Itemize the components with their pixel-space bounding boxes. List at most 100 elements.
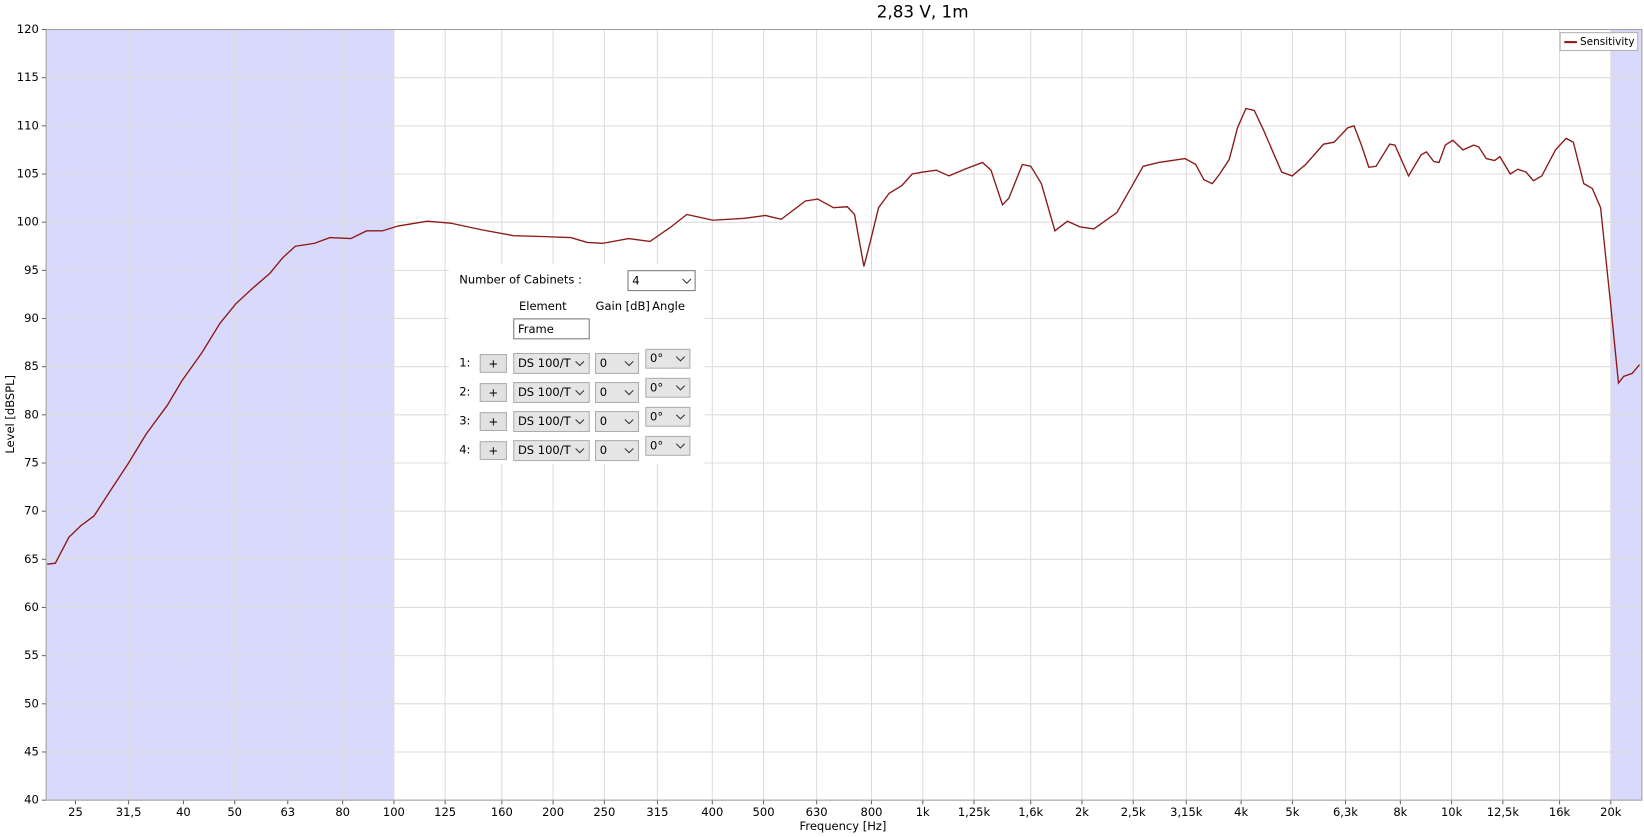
angle-select[interactable] (645, 406, 691, 427)
dropdown-arrow (675, 385, 686, 391)
add-button[interactable] (479, 441, 507, 461)
grid: 4045505560657075808590951001051101151202… (17, 22, 1642, 819)
legend-box (1559, 32, 1639, 52)
angle-select-text: 0° (650, 380, 663, 394)
add-button-text: + (488, 386, 498, 400)
series-line (47, 107, 1641, 565)
element-select[interactable] (513, 411, 590, 433)
row-label: 3: (459, 414, 470, 428)
dropdown-arrow (575, 360, 585, 367)
x-tick-label: 4k (1234, 805, 1248, 819)
angle-select-text: 0° (650, 409, 663, 423)
x-axis-label: Frequency [Hz] (800, 819, 887, 833)
frame-box[interactable] (513, 318, 590, 340)
row-label: 1: (459, 355, 470, 369)
header-element: Element (519, 299, 567, 313)
y-tick-label: 110 (17, 118, 39, 132)
cabinet-panel: Number of Cabinets : Element Gain [dB] A… (448, 264, 705, 464)
gain-select-text: 0 (600, 414, 607, 428)
x-tick-label: 160 (491, 805, 513, 819)
x-tick-label: 315 (646, 805, 668, 819)
cabinets-value: 4 (632, 274, 639, 288)
dropdown-arrow (575, 390, 585, 396)
x-tick-label: 5k (1285, 805, 1299, 819)
x-tick-label: 500 (753, 805, 775, 819)
y-tick-label: 90 (24, 311, 39, 325)
x-tick-label: 80 (335, 805, 350, 819)
angle-select-text: 0° (650, 438, 663, 452)
angle-select[interactable] (645, 348, 691, 369)
element-select[interactable] (513, 440, 590, 462)
gain-select-text: 0 (600, 385, 607, 399)
plot-area (47, 107, 1641, 565)
cabinets-select[interactable] (627, 270, 696, 292)
angle-select-text: 0° (650, 351, 663, 365)
dropdown-arrow (682, 278, 692, 284)
add-button-text: + (488, 444, 498, 458)
gain-select-text: 0 (600, 443, 607, 457)
dropdown-arrow (675, 356, 686, 362)
gain-select-text: 0 (600, 356, 607, 370)
x-tick-label: 1,25k (958, 805, 991, 819)
element-select[interactable] (513, 382, 590, 403)
y-tick-label: 85 (24, 359, 39, 373)
dropdown-arrow (675, 414, 686, 420)
add-button[interactable] (479, 412, 507, 431)
legend-label: Sensitivity (1580, 36, 1635, 48)
x-tick-label: 1k (916, 805, 930, 819)
gain-select[interactable] (595, 440, 640, 462)
x-tick-label: 400 (701, 805, 723, 819)
y-tick-label: 115 (17, 70, 39, 84)
row-label: 4: (459, 443, 470, 457)
x-tick-label: 630 (806, 805, 828, 819)
x-tick-label: 63 (280, 805, 295, 819)
dropdown-arrow (624, 448, 634, 454)
element-select-text: DS 100/T (518, 443, 572, 457)
x-tick-label: 50 (227, 805, 242, 819)
x-tick-label: 250 (593, 805, 615, 819)
y-tick-label: 45 (24, 744, 39, 758)
dropdown-arrow (624, 360, 634, 367)
y-tick-label: 70 (24, 504, 39, 518)
y-tick-label: 95 (24, 263, 39, 277)
add-button[interactable] (479, 383, 507, 402)
x-tick-label: 25 (68, 805, 83, 819)
plot-frame (45, 28, 1643, 801)
y-tick-label: 120 (17, 22, 39, 36)
legend: Sensitivity (1559, 32, 1639, 52)
gain-select[interactable] (595, 382, 640, 403)
x-tick-label: 3,15k (1170, 805, 1203, 819)
gain-select[interactable] (595, 352, 640, 374)
dropdown-arrow (575, 419, 585, 425)
element-select-text: DS 100/T (518, 385, 572, 399)
x-tick-label: 1,6k (1018, 805, 1043, 819)
dropdown-arrow (675, 443, 686, 449)
y-tick-label: 75 (24, 455, 39, 469)
x-tick-label: 125 (434, 805, 456, 819)
element-select-text: DS 100/T (518, 356, 572, 370)
x-tick-label: 40 (176, 805, 191, 819)
y-tick-label: 65 (24, 552, 39, 566)
x-tick-label: 800 (861, 805, 883, 819)
y-axis-label: Level [dBSPL] (3, 375, 17, 454)
gain-select[interactable] (595, 411, 640, 433)
add-button[interactable] (479, 354, 507, 373)
header-gain: Gain [dB] (596, 299, 650, 313)
angle-select[interactable] (645, 377, 691, 398)
x-tick-label: 31,5 (116, 805, 142, 819)
x-tick-label: 2k (1075, 805, 1089, 819)
angle-select[interactable] (645, 435, 691, 456)
dropdown-arrow (624, 390, 634, 396)
header-angle: Angle (652, 299, 685, 313)
cabinets-label: Number of Cabinets : (459, 273, 582, 287)
y-tick-label: 55 (24, 648, 39, 662)
x-tick-label: 8k (1393, 805, 1407, 819)
x-tick-label: 20k (1600, 805, 1622, 819)
y-tick-label: 100 (17, 215, 39, 229)
element-select[interactable] (513, 352, 590, 374)
x-tick-label: 10k (1441, 805, 1463, 819)
y-tick-label: 50 (24, 696, 39, 710)
y-tick-label: 80 (24, 407, 39, 421)
